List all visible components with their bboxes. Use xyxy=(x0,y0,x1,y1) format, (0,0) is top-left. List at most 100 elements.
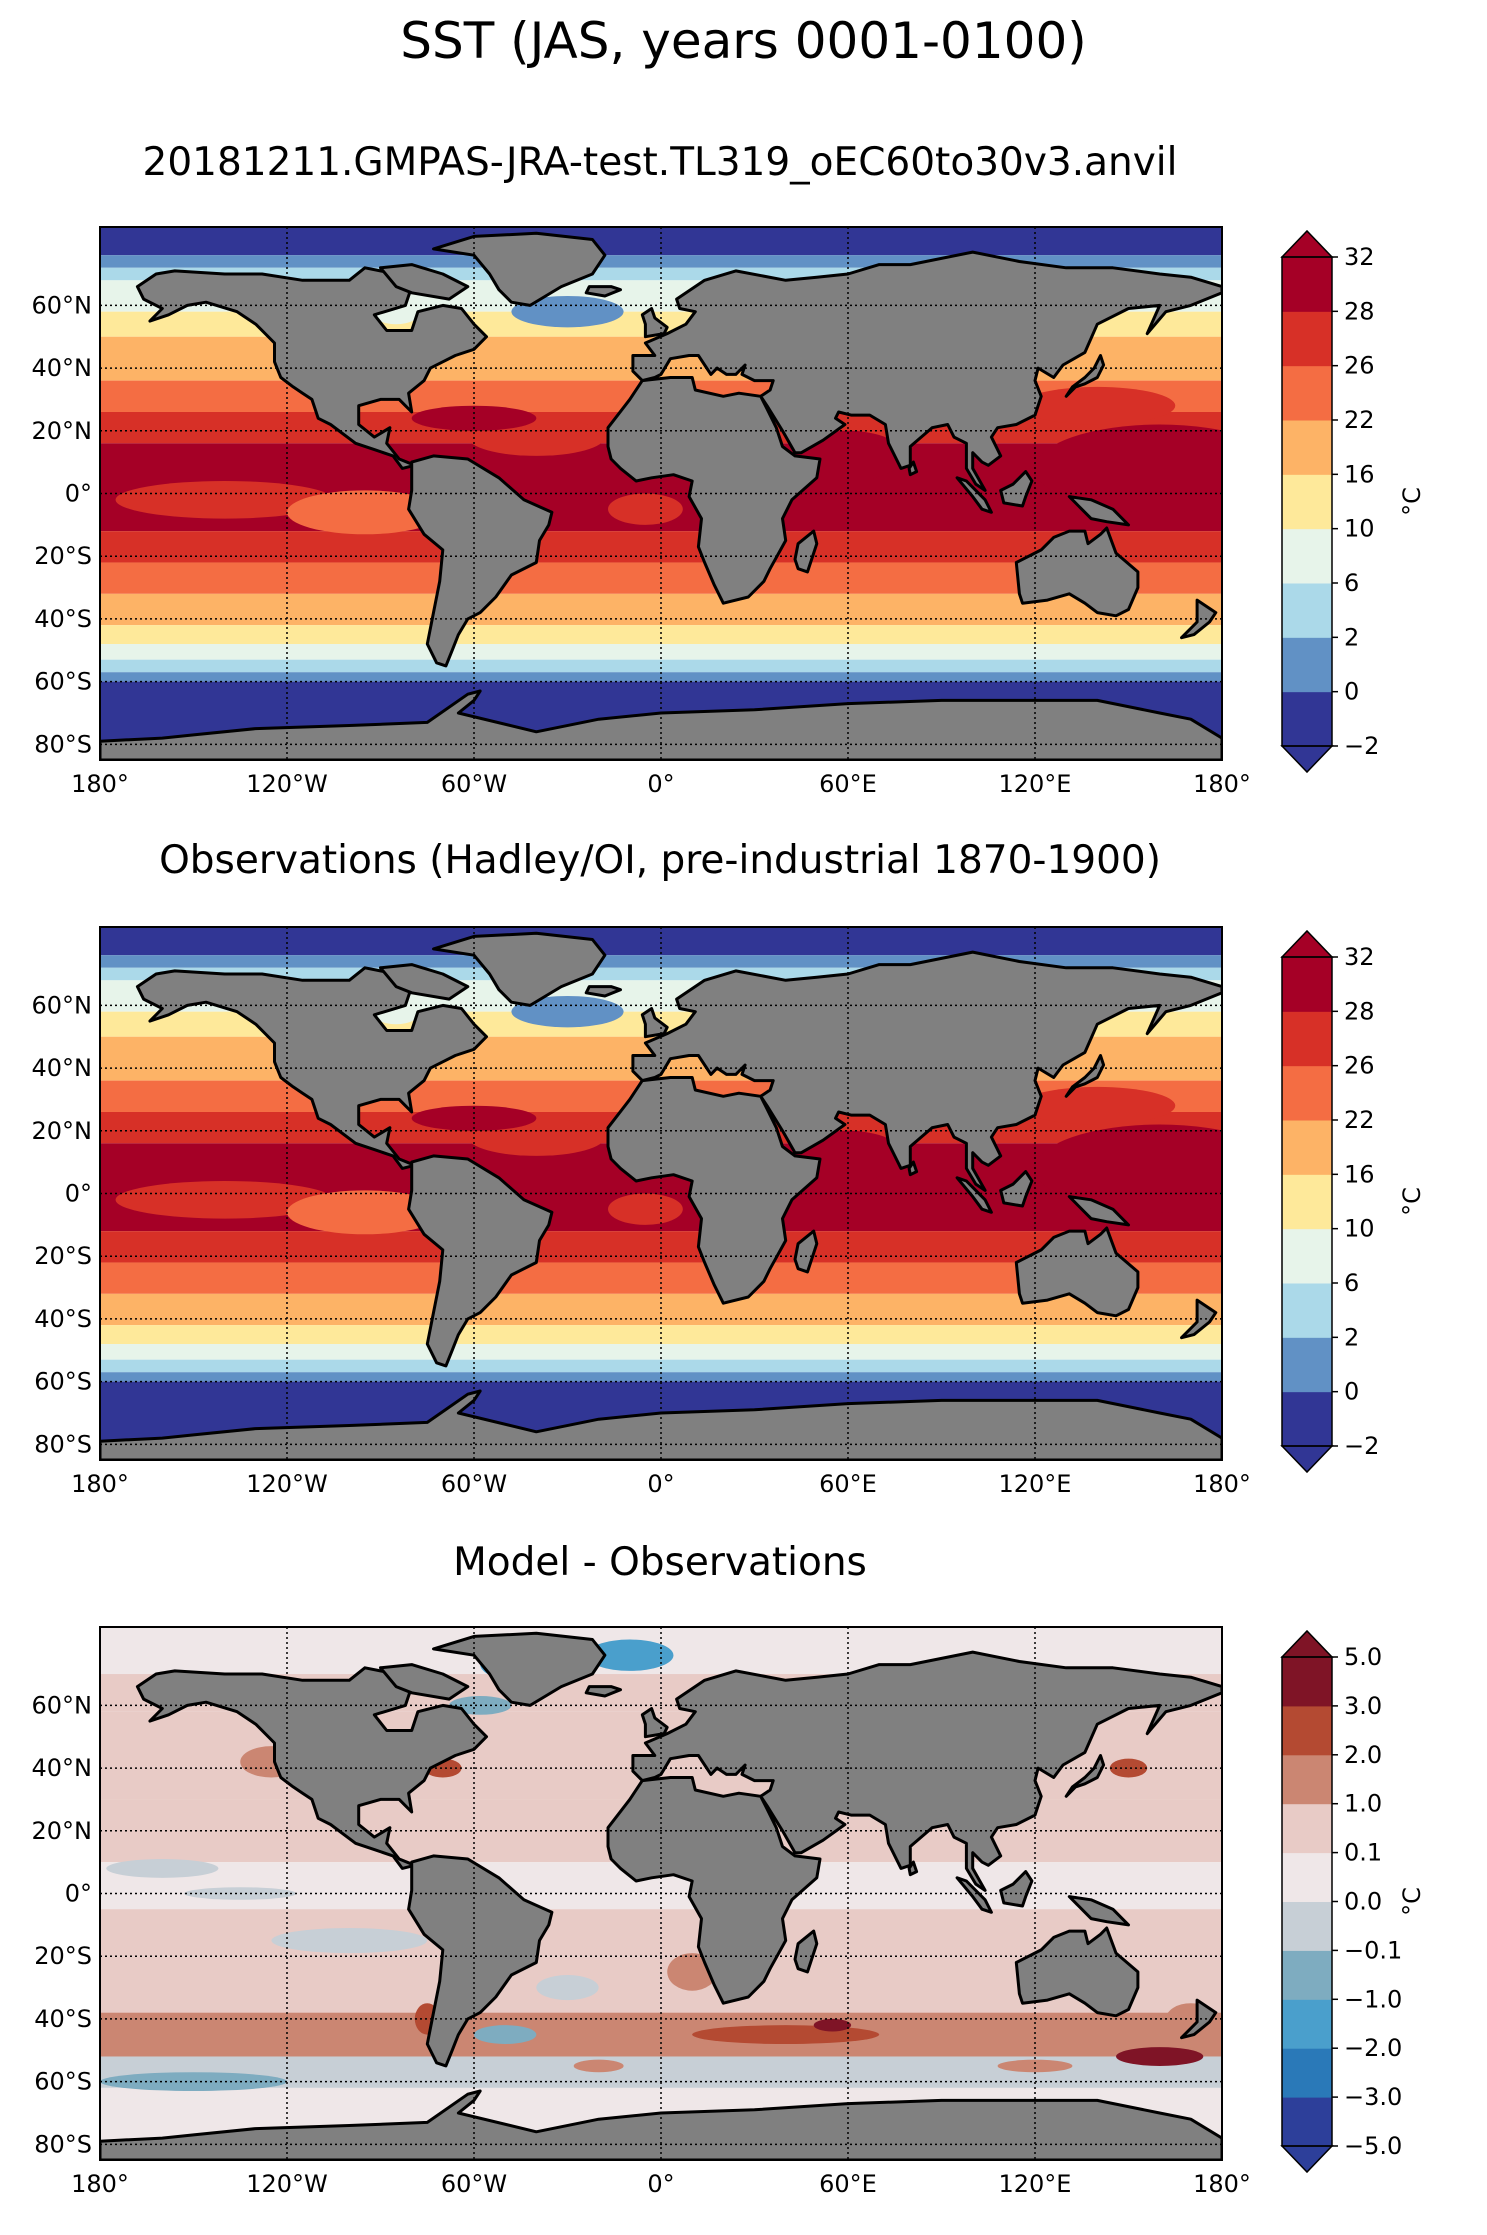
map-frame xyxy=(99,926,1223,1461)
panel-bias: 60°N 40°N 20°N 0° 20°S 40°S 60°S 80°S 180° 120°W 6… xyxy=(32,1626,1426,2198)
land-antarctica xyxy=(100,2089,1222,2160)
colorbar-segment xyxy=(1282,1283,1332,1338)
colorbar-tick-label: 28 xyxy=(1344,297,1375,325)
land-baffin xyxy=(379,963,470,1001)
lat-tick-label: 20°N xyxy=(32,1817,93,1845)
colorbar-tick-label: −5.0 xyxy=(1344,2132,1402,2160)
land-sumatra xyxy=(955,1876,993,1914)
colorbar-segment xyxy=(1282,1999,1332,2049)
lat-tick-label: 80°S xyxy=(34,1430,92,1458)
lat-tick-label: 60°S xyxy=(34,668,92,696)
contour-region xyxy=(271,1927,428,1954)
colorbar-tick-label: −2 xyxy=(1344,732,1379,760)
map-area xyxy=(100,1627,1222,2160)
contour-band xyxy=(100,227,1222,256)
lon-tick-label: 0° xyxy=(647,770,674,798)
colorbar-segment xyxy=(1282,1065,1332,1121)
contour-region xyxy=(608,1193,683,1225)
lat-tick-label: 20°S xyxy=(34,542,92,570)
colorbar-tick-label: 1.0 xyxy=(1344,1790,1382,1818)
contour-band xyxy=(100,643,1222,660)
land-south-america xyxy=(407,1854,554,2068)
colorbar: −5.0 −3.0 −2.0 −1.0 −0.1 0.0 0.1 1.0 2.0 3.0 5.0 °C xyxy=(1280,1629,1426,2174)
contour-band xyxy=(100,1372,1222,1382)
colorbar-frame xyxy=(1281,956,1333,1447)
land-new-guinea xyxy=(1067,1895,1130,1927)
colorbar-segment xyxy=(1282,691,1332,747)
contour-region xyxy=(474,2025,537,2044)
lat-tick-label: 0° xyxy=(65,480,92,508)
contour-region xyxy=(1035,1124,1222,1213)
land-africa-eurasia xyxy=(606,250,1222,605)
contour-band xyxy=(100,625,1222,644)
contour-region xyxy=(100,2072,287,2092)
colorbar-segment xyxy=(1282,311,1332,367)
colorbar-tick-label: 22 xyxy=(1344,1106,1375,1134)
lon-tick-label: 180° xyxy=(71,770,129,798)
figure-title: SST (JAS, years 0001-0100) xyxy=(400,12,1087,70)
colorbar-segment xyxy=(1282,583,1332,638)
lon-tick-label: 60°E xyxy=(819,2170,877,2198)
colorbar-segment xyxy=(1282,1950,1332,2000)
land-japan xyxy=(1064,354,1106,398)
lat-tick-label: 40°N xyxy=(32,1754,93,1782)
lon-tick-label: 120°E xyxy=(999,1470,1072,1498)
colorbar-segment xyxy=(1282,1754,1332,1805)
contour-region xyxy=(1035,424,1222,513)
land-greenland xyxy=(432,1631,607,1707)
lat-tick-label: 40°S xyxy=(34,1305,92,1333)
colorbar-segment xyxy=(1282,420,1332,475)
lat-tick-label: 60°N xyxy=(32,1691,93,1719)
colorbar-extend-min xyxy=(1280,2145,1334,2174)
land-greenland xyxy=(432,231,607,307)
colorbar-tick-label: 10 xyxy=(1344,1215,1375,1243)
lon-tick-label: 120°W xyxy=(246,2170,328,2198)
colorbar-segment xyxy=(1282,1228,1332,1284)
colorbar-segment xyxy=(1282,1120,1332,1175)
lat-tick-label: 20°N xyxy=(32,1117,93,1145)
land-japan xyxy=(1064,1054,1106,1098)
lat-tick-label: 0° xyxy=(65,1180,92,1208)
land-sri-lanka xyxy=(907,1160,919,1177)
contour-region xyxy=(1116,2047,1204,2066)
colorbar-tick-label: 28 xyxy=(1344,997,1375,1025)
colorbar-segment xyxy=(1282,528,1332,584)
colorbar-tick-label: 5.0 xyxy=(1344,1643,1382,1671)
land-sumatra xyxy=(955,476,993,514)
colorbar-tick-label: 2.0 xyxy=(1344,1741,1382,1769)
colorbar-tick-label: 32 xyxy=(1344,243,1375,271)
panel-title-obs: Observations (Hadley/OI, pre-industrial … xyxy=(159,838,1161,883)
colorbar-segment xyxy=(1282,1657,1332,1707)
colorbar-extend-max xyxy=(1280,929,1334,958)
colorbar-tick-label: 2 xyxy=(1344,1323,1359,1351)
colorbar-tick-label: 6 xyxy=(1344,569,1359,597)
colorbar-segment xyxy=(1282,1901,1332,1951)
land-uk xyxy=(640,307,669,339)
land-borneo xyxy=(999,1870,1034,1908)
land-australia xyxy=(1014,1926,1140,2018)
lon-tick-label: 60°W xyxy=(441,770,507,798)
lat-tick-label: 40°N xyxy=(32,1054,93,1082)
land-new-guinea xyxy=(1067,1195,1130,1227)
colorbar-tick-label: 16 xyxy=(1344,1160,1375,1188)
panel-observations: 60°N 40°N 20°N 0° 20°S 40°S 60°S 80°S 180° 120°W 6… xyxy=(32,926,1426,1498)
lat-tick-label: 40°S xyxy=(34,605,92,633)
colorbar-tick-label: 0 xyxy=(1344,678,1359,706)
colorbar-tick-label: −2 xyxy=(1344,1432,1379,1460)
colorbar-tick-label: 32 xyxy=(1344,943,1375,971)
contour-region xyxy=(287,1190,443,1235)
colorbar-tick-label: −2.0 xyxy=(1344,2034,1402,2062)
lat-tick-label: 20°N xyxy=(32,417,93,445)
land-uk xyxy=(640,1007,669,1039)
contour-region xyxy=(287,490,443,535)
lat-tick-label: 20°S xyxy=(34,1242,92,1270)
land-uk xyxy=(640,1707,669,1739)
contour-region xyxy=(573,2059,624,2073)
land-south-america xyxy=(407,1154,554,1368)
land-africa-eurasia xyxy=(606,1650,1222,2005)
colorbar-segment xyxy=(1282,2097,1332,2147)
contour-region xyxy=(1109,1758,1148,1778)
colorbar-segment xyxy=(1282,1011,1332,1067)
contour-region xyxy=(511,995,624,1028)
